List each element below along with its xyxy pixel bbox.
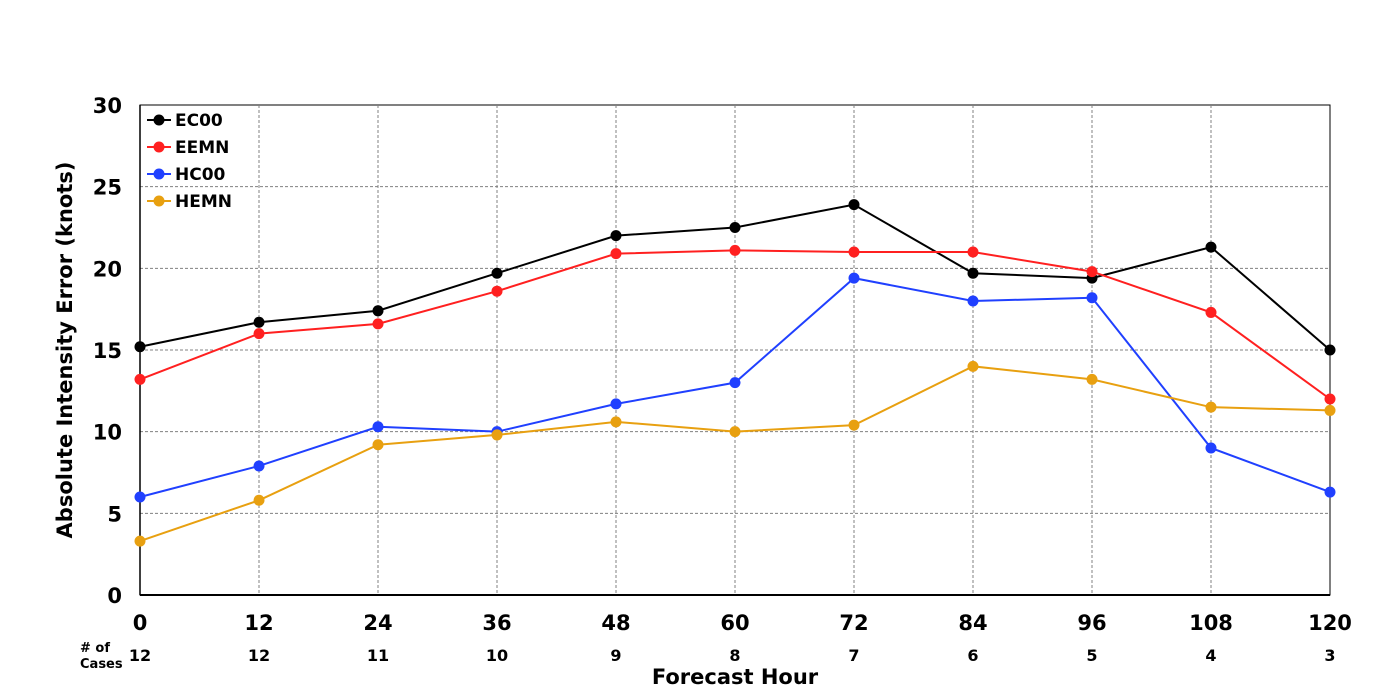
y-tick-label: 25 [93, 176, 122, 200]
legend-item-hemn: HEMN [147, 192, 232, 212]
data-point-ec00 [967, 267, 979, 279]
y-tick-label: 10 [93, 421, 122, 445]
data-point-eemn [1324, 393, 1336, 405]
data-point-hemn [967, 360, 979, 372]
data-point-eemn [491, 285, 503, 297]
data-point-hc00 [1205, 442, 1217, 454]
legend-label-ec00: EC00 [175, 111, 223, 131]
data-point-hc00 [1324, 486, 1336, 498]
x-axis-title: Forecast Hour [652, 665, 819, 689]
x-tick-label: 84 [958, 611, 987, 635]
case-count-label: 12 [129, 646, 151, 665]
data-point-hemn [729, 426, 741, 438]
x-tick-label: 120 [1308, 611, 1352, 635]
legend-item-hc00: HC00 [147, 165, 226, 185]
data-point-hemn [1205, 401, 1217, 413]
case-count-label: 4 [1205, 646, 1216, 665]
data-point-eemn [967, 246, 979, 258]
data-point-hemn [1324, 404, 1336, 416]
data-point-eemn [253, 328, 265, 340]
case-count-label: 7 [848, 646, 859, 665]
data-point-hc00 [1086, 292, 1098, 304]
y-tick-label: 0 [107, 584, 122, 608]
data-point-hc00 [967, 295, 979, 307]
legend-marker-eemn [153, 141, 165, 153]
legend-marker-hc00 [153, 168, 165, 180]
data-point-ec00 [491, 267, 503, 279]
data-point-ec00 [253, 316, 265, 328]
case-count-label: 12 [248, 646, 270, 665]
legend-marker-ec00 [153, 114, 165, 126]
data-point-hc00 [134, 491, 146, 503]
case-count-label: 11 [367, 646, 389, 665]
cases-title-line2: Cases [80, 657, 123, 672]
y-tick-label: 30 [93, 94, 122, 118]
case-count-label: 5 [1086, 646, 1097, 665]
data-point-eemn [134, 373, 146, 385]
data-point-ec00 [372, 305, 384, 317]
case-count-label: 6 [967, 646, 978, 665]
case-count-labels: 12 12 11 10 9 8 7 6 5 4 3 [129, 646, 1336, 665]
data-point-hemn [372, 439, 384, 451]
data-point-hc00 [372, 421, 384, 433]
data-point-hemn [1086, 373, 1098, 385]
data-point-ec00 [1324, 344, 1336, 356]
case-count-label: 10 [486, 646, 508, 665]
data-point-hc00 [848, 272, 860, 284]
x-tick-label: 72 [839, 611, 868, 635]
data-point-ec00 [848, 199, 860, 211]
cases-title-line1: # of [80, 641, 110, 656]
x-tick-label: 48 [601, 611, 630, 635]
x-tick-label: 60 [720, 611, 749, 635]
data-point-eemn [372, 318, 384, 330]
x-tick-label: 0 [133, 611, 148, 635]
y-tick-label: 20 [93, 257, 122, 281]
data-point-hc00 [610, 398, 622, 410]
legend-label-eemn: EEMN [175, 138, 229, 158]
data-point-ec00 [134, 341, 146, 353]
data-point-ec00 [610, 230, 622, 242]
data-point-hemn [491, 429, 503, 441]
series-hc00 [134, 272, 1336, 503]
x-tick-label: 108 [1189, 611, 1233, 635]
case-count-label: 3 [1324, 646, 1335, 665]
x-tick-label: 96 [1077, 611, 1106, 635]
y-axis-title: Absolute Intensity Error (knots) [53, 162, 77, 539]
data-point-hc00 [729, 377, 741, 389]
x-tick-labels: 0 12 24 36 48 60 72 84 96 108 120 [133, 611, 1352, 635]
x-tick-label: 12 [244, 611, 273, 635]
data-point-eemn [729, 244, 741, 256]
y-tick-labels: 0 5 10 15 20 25 30 [93, 94, 122, 608]
legend-marker-hemn [153, 195, 165, 207]
y-tick-label: 5 [107, 502, 122, 526]
data-point-eemn [848, 246, 860, 258]
series-hemn [134, 360, 1336, 547]
series-lines [134, 199, 1336, 547]
legend-label-hemn: HEMN [175, 192, 232, 212]
x-tick-label: 24 [363, 611, 392, 635]
data-point-ec00 [729, 222, 741, 233]
case-count-label: 8 [729, 646, 740, 665]
case-count-label: 9 [610, 646, 621, 665]
y-tick-label: 15 [93, 339, 122, 363]
data-point-hemn [134, 535, 146, 547]
data-point-ec00 [1205, 241, 1217, 253]
series-eemn [134, 244, 1336, 405]
legend-label-hc00: HC00 [175, 165, 226, 185]
legend-item-eemn: EEMN [147, 138, 229, 158]
legend-item-ec00: EC00 [147, 111, 223, 131]
data-point-hemn [848, 419, 860, 431]
data-point-eemn [610, 248, 622, 260]
legend: EC00 EEMN HC00 HEMN [147, 111, 232, 212]
x-tick-label: 36 [482, 611, 511, 635]
data-point-eemn [1086, 266, 1098, 278]
data-point-hc00 [253, 460, 265, 472]
data-point-hemn [610, 416, 622, 428]
data-point-eemn [1205, 306, 1217, 318]
data-point-hemn [253, 494, 265, 506]
